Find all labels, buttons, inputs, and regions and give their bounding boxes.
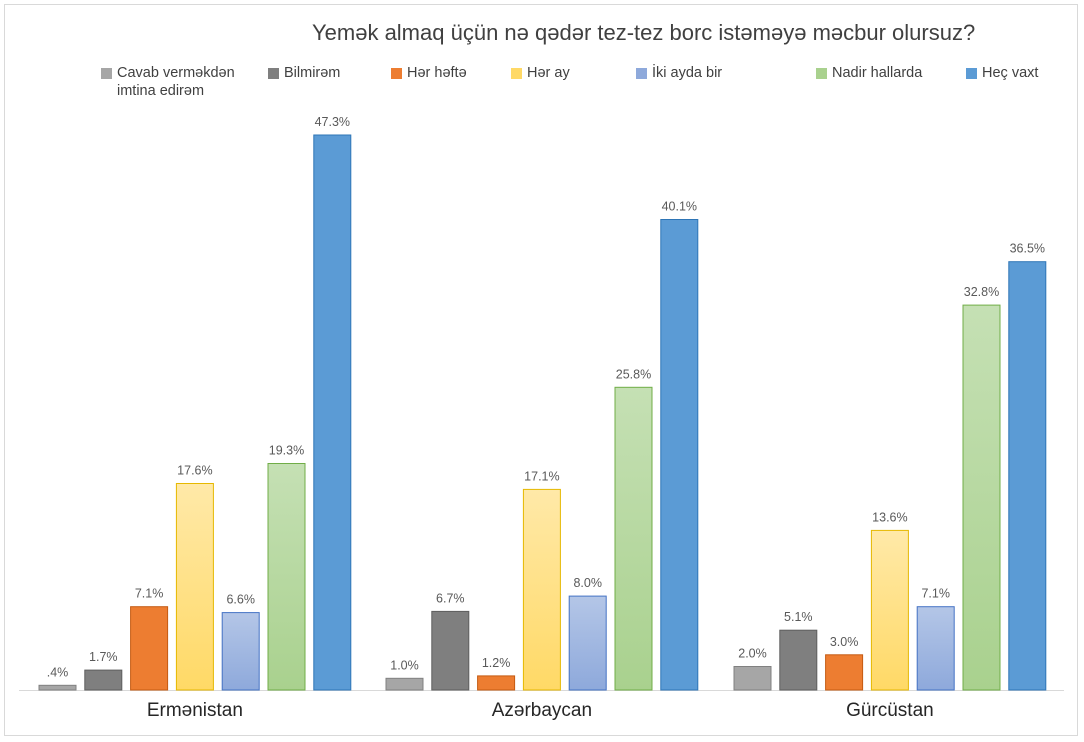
bar-value-label: 7.1% xyxy=(135,587,164,601)
category-label: Ermənistan xyxy=(147,700,243,721)
bar xyxy=(38,684,77,691)
bar xyxy=(614,386,653,691)
bar-value-label: 17.1% xyxy=(524,469,559,483)
bar xyxy=(267,463,306,691)
bar-value-label: 25.8% xyxy=(616,367,651,381)
legend-label: Bilmirəm xyxy=(284,65,341,81)
legend-swatch xyxy=(966,68,977,79)
category-label: Azərbaycan xyxy=(492,700,592,721)
bar xyxy=(313,134,352,691)
bar xyxy=(221,612,260,691)
bar xyxy=(870,529,909,691)
bar-value-label: 36.5% xyxy=(1010,242,1045,256)
bar xyxy=(477,675,516,691)
bar-value-label: 40.1% xyxy=(662,200,697,214)
legend-swatch xyxy=(511,68,522,79)
bar-value-label: 47.3% xyxy=(315,115,350,129)
legend-swatch xyxy=(391,68,402,79)
legend-label: Nadir hallarda xyxy=(832,65,923,81)
bar-value-label: 1.0% xyxy=(390,658,419,672)
bar-value-label: 3.0% xyxy=(830,635,859,649)
legend-label: İki ayda bir xyxy=(652,65,723,81)
legend-swatch xyxy=(268,68,279,79)
bar xyxy=(522,488,561,691)
bar xyxy=(825,654,864,691)
bar-value-label: 6.7% xyxy=(436,591,465,605)
bar-value-label: 8.0% xyxy=(573,576,602,590)
bar-value-label: 19.3% xyxy=(269,444,304,458)
bar-value-label: 7.1% xyxy=(921,587,950,601)
bar xyxy=(84,669,123,691)
bar-value-label: 1.2% xyxy=(482,656,511,670)
legend-label: Cavab verməkdən imtina edirəm xyxy=(117,65,235,99)
bar xyxy=(431,610,470,691)
bar xyxy=(130,606,169,691)
category-label: Gürcüstan xyxy=(846,700,934,721)
bar xyxy=(733,666,772,691)
bar xyxy=(385,677,424,691)
bar-value-label: 2.0% xyxy=(738,647,767,661)
bar-value-label: 32.8% xyxy=(964,285,999,299)
bar-value-label: .4% xyxy=(47,665,69,679)
legend-label: Heç vaxt xyxy=(982,65,1039,81)
legend-label: Hər həftə xyxy=(407,65,467,81)
bar xyxy=(568,595,607,691)
bar-value-label: 17.6% xyxy=(177,464,212,478)
legend-swatch xyxy=(816,68,827,79)
bar xyxy=(660,219,699,691)
bar xyxy=(175,483,214,691)
chart-title: Yemək almaq üçün nə qədər tez-tez borc i… xyxy=(312,20,976,45)
bar-value-label: 5.1% xyxy=(784,610,813,624)
legend-swatch xyxy=(636,68,647,79)
legend-label: Hər ay xyxy=(527,65,570,81)
bar xyxy=(1008,261,1047,691)
bar xyxy=(916,606,955,691)
bar xyxy=(779,629,818,691)
legend-swatch xyxy=(101,68,112,79)
bar-value-label: 1.7% xyxy=(89,650,118,664)
bar-value-label: 13.6% xyxy=(872,510,907,524)
bar-value-label: 6.6% xyxy=(226,593,255,607)
bar xyxy=(962,304,1001,691)
